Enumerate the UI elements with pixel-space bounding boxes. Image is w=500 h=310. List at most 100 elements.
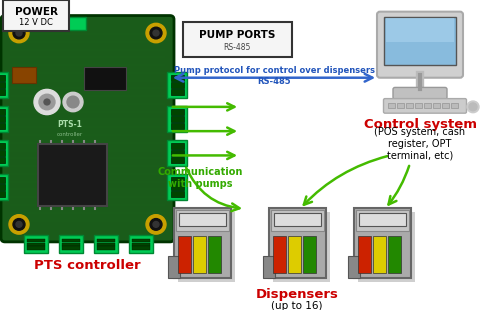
FancyBboxPatch shape [414,103,422,108]
FancyBboxPatch shape [0,116,4,122]
FancyBboxPatch shape [170,75,183,81]
FancyBboxPatch shape [167,106,187,132]
Circle shape [34,89,60,115]
FancyBboxPatch shape [354,208,411,278]
FancyBboxPatch shape [170,150,183,156]
FancyBboxPatch shape [96,246,116,250]
Text: Dispensers: Dispensers [256,288,338,301]
FancyBboxPatch shape [59,235,83,253]
FancyBboxPatch shape [406,103,413,108]
FancyBboxPatch shape [84,67,126,90]
FancyBboxPatch shape [96,242,116,246]
FancyBboxPatch shape [94,235,118,253]
FancyBboxPatch shape [96,239,116,242]
FancyBboxPatch shape [178,236,190,273]
FancyBboxPatch shape [24,235,48,253]
Text: controller: controller [57,131,83,137]
FancyBboxPatch shape [0,106,8,132]
FancyBboxPatch shape [132,242,150,246]
Circle shape [16,221,22,227]
FancyBboxPatch shape [0,184,4,190]
Text: PTS-1: PTS-1 [58,120,82,129]
FancyBboxPatch shape [0,157,4,163]
FancyBboxPatch shape [170,123,183,129]
FancyBboxPatch shape [170,191,183,197]
FancyBboxPatch shape [302,236,316,273]
FancyBboxPatch shape [358,236,370,273]
FancyBboxPatch shape [1,16,174,242]
Circle shape [153,30,159,36]
FancyBboxPatch shape [12,67,36,82]
FancyBboxPatch shape [273,212,330,282]
Circle shape [44,99,50,105]
FancyBboxPatch shape [396,103,404,108]
FancyBboxPatch shape [129,235,153,253]
FancyBboxPatch shape [432,103,440,108]
FancyBboxPatch shape [384,99,466,113]
FancyBboxPatch shape [38,144,107,206]
FancyBboxPatch shape [388,236,400,273]
Text: 12 V DC: 12 V DC [19,18,53,27]
FancyBboxPatch shape [0,191,4,197]
Text: RS-485: RS-485 [257,77,291,86]
FancyBboxPatch shape [208,236,220,273]
FancyBboxPatch shape [170,184,183,190]
FancyBboxPatch shape [0,140,8,166]
Circle shape [146,23,166,43]
Circle shape [9,23,29,43]
FancyBboxPatch shape [0,123,4,129]
FancyBboxPatch shape [356,210,409,231]
Circle shape [153,221,159,227]
Circle shape [63,92,83,112]
FancyBboxPatch shape [0,109,4,115]
FancyBboxPatch shape [0,72,8,98]
FancyBboxPatch shape [192,236,205,273]
FancyBboxPatch shape [271,210,324,231]
FancyBboxPatch shape [0,75,4,81]
FancyBboxPatch shape [0,177,4,183]
FancyBboxPatch shape [26,242,46,246]
FancyBboxPatch shape [168,256,180,278]
FancyBboxPatch shape [442,103,450,108]
FancyBboxPatch shape [348,256,360,278]
FancyBboxPatch shape [386,19,454,42]
FancyBboxPatch shape [384,16,456,65]
FancyBboxPatch shape [170,109,183,115]
FancyBboxPatch shape [170,177,183,183]
FancyBboxPatch shape [176,210,229,231]
FancyBboxPatch shape [26,246,46,250]
FancyBboxPatch shape [179,213,226,226]
Circle shape [13,27,25,39]
Text: Control system: Control system [364,118,476,131]
FancyBboxPatch shape [3,0,69,31]
FancyBboxPatch shape [174,208,231,278]
Text: RS-485: RS-485 [224,43,250,52]
FancyBboxPatch shape [0,174,8,200]
Text: (up to 16): (up to 16) [271,301,323,310]
FancyBboxPatch shape [170,89,183,95]
FancyBboxPatch shape [0,82,4,88]
FancyBboxPatch shape [167,72,187,98]
Circle shape [150,219,162,230]
FancyBboxPatch shape [388,103,396,108]
Circle shape [9,215,29,234]
FancyBboxPatch shape [358,212,415,282]
Text: POWER: POWER [14,7,58,17]
FancyBboxPatch shape [170,82,183,88]
Circle shape [146,215,166,234]
FancyBboxPatch shape [0,89,4,95]
Circle shape [467,101,479,113]
Text: Pump protocol for control over dispensers: Pump protocol for control over dispenser… [174,66,374,75]
FancyBboxPatch shape [450,103,458,108]
FancyBboxPatch shape [377,12,463,78]
Text: PTS controller: PTS controller [34,259,140,272]
FancyBboxPatch shape [62,239,80,242]
FancyBboxPatch shape [24,16,86,30]
FancyBboxPatch shape [274,213,321,226]
FancyBboxPatch shape [170,116,183,122]
FancyBboxPatch shape [359,213,406,226]
FancyBboxPatch shape [372,236,386,273]
Circle shape [13,219,25,230]
FancyBboxPatch shape [424,103,432,108]
FancyBboxPatch shape [170,157,183,163]
